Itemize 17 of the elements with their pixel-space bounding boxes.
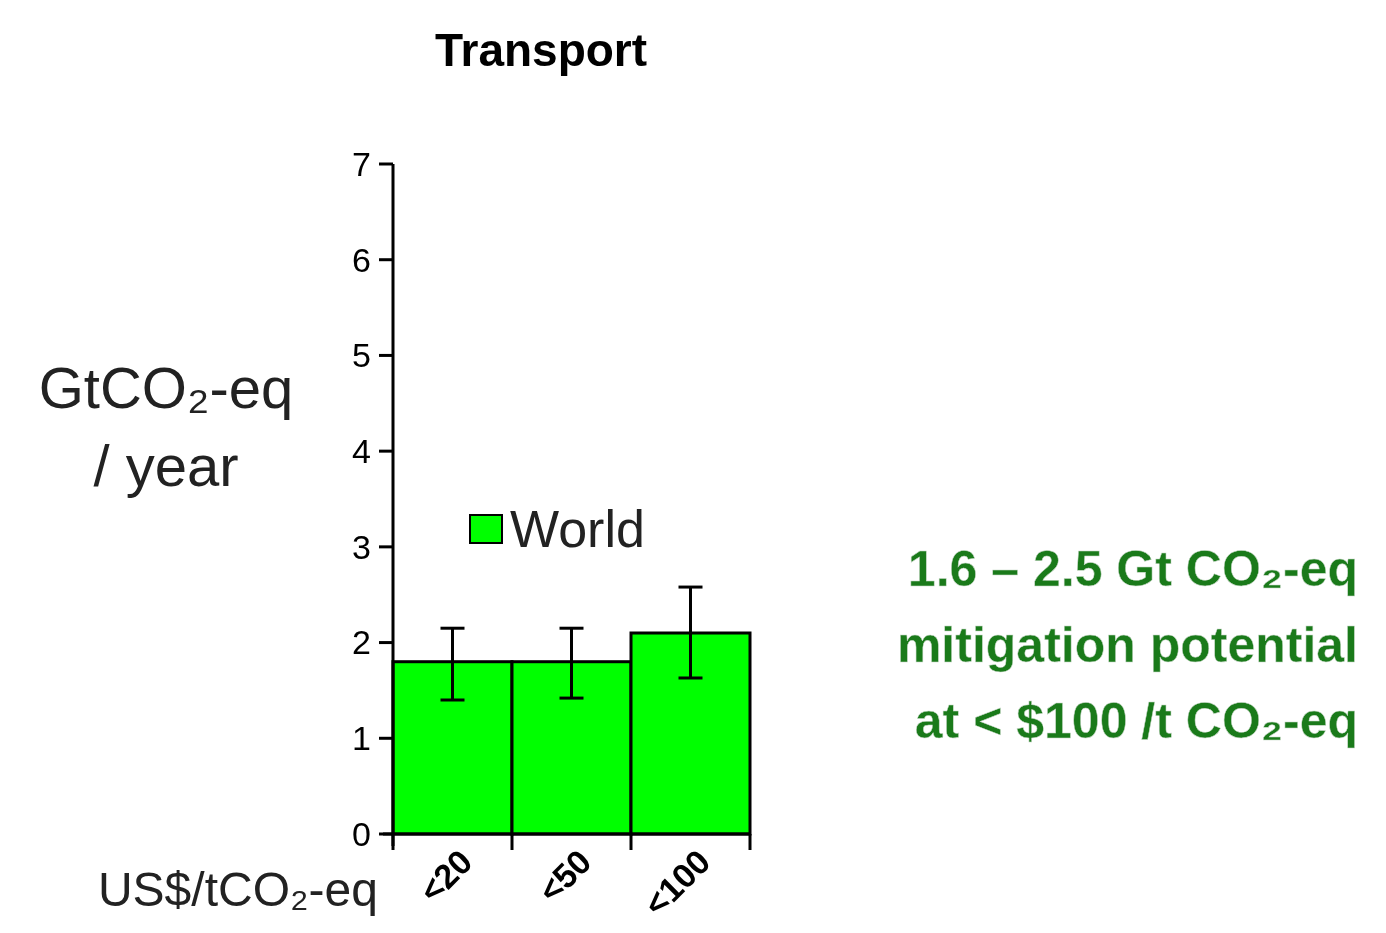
text: mitigation potential <box>896 617 1358 673</box>
x-tick-label: <50 <box>530 842 599 910</box>
y-axis-title: GtCO₂-eq / year <box>38 355 294 498</box>
chart-title: Transport <box>434 24 648 76</box>
x-axis-title: US$/tCO₂-eq <box>97 863 378 916</box>
y-tick-label: 7 <box>352 144 371 183</box>
legend-label: World <box>510 500 645 558</box>
y-tick-label: 2 <box>352 623 371 662</box>
text: at < $100 /t CO₂-eq <box>914 693 1358 749</box>
x-tick-label: <20 <box>411 842 480 910</box>
y-tick-label: 0 <box>352 814 371 853</box>
y-tick-label: 3 <box>352 527 371 566</box>
text: 1.6 – 2.5 Gt CO₂-eq <box>907 541 1358 597</box>
y-tick-label: 1 <box>352 719 371 758</box>
y-tick-label: 5 <box>352 336 371 375</box>
y-tick-label: 6 <box>352 240 371 279</box>
y-tick-label: 4 <box>352 432 371 471</box>
